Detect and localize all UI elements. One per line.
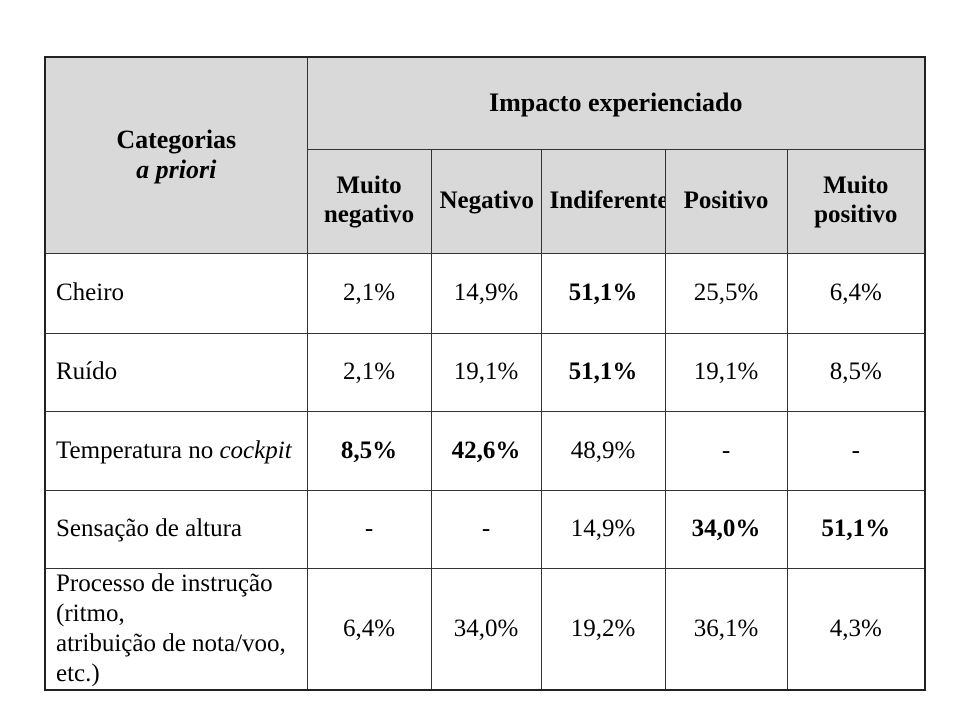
table-cell: 36,1% bbox=[664, 567, 788, 690]
results-table-container: Categorias a priori Impacto experienciad… bbox=[44, 56, 927, 691]
row-category: Sensação de altura bbox=[44, 489, 308, 569]
table-cell: 34,0% bbox=[664, 489, 788, 569]
row-category: Cheiro bbox=[44, 252, 308, 334]
column-header-indiferente: Indiferente bbox=[540, 148, 666, 254]
column-header-line1: Muito bbox=[336, 172, 402, 200]
table-cell: 6,4% bbox=[306, 567, 432, 690]
table-row: Sensação de altura - - 14,9% 34,0% 51,1% bbox=[44, 489, 926, 569]
row-category-text: Cheiro bbox=[56, 279, 125, 306]
table-row: Processo de instrução (ritmo, atribuição … bbox=[44, 567, 926, 690]
table-cell: 19,1% bbox=[664, 332, 788, 412]
column-header-negativo: Negativo bbox=[430, 148, 542, 254]
table-cell: 51,1% bbox=[786, 489, 926, 569]
categories-header: Categorias a priori bbox=[44, 56, 308, 254]
table-cell: 2,1% bbox=[306, 332, 432, 412]
table-cell: 48,9% bbox=[540, 410, 666, 491]
impact-group-header: Impacto experienciado bbox=[306, 56, 926, 150]
header-row-columns: Muito negativo Negativo Indiferente Posi… bbox=[45, 148, 926, 254]
row-category-text: Temperatura no bbox=[56, 436, 220, 464]
column-header-muito-positivo: Muito positivo bbox=[786, 148, 926, 254]
table-row: Temperatura no cockpit 8,5% 42,6% 48,9% … bbox=[44, 410, 926, 491]
table-cell: 51,1% bbox=[540, 252, 666, 334]
table-cell: 51,1% bbox=[540, 332, 666, 412]
column-header-muito-negativo: Muito negativo bbox=[306, 148, 432, 254]
table-cell: 14,9% bbox=[540, 489, 666, 569]
categories-header-line1: Categorias bbox=[116, 125, 237, 155]
table-cell: 6,4% bbox=[786, 252, 926, 334]
table-row: Ruído 2,1% 19,1% 51,1% 19,1% 8,5% bbox=[44, 332, 926, 412]
table-cell: 14,9% bbox=[430, 252, 542, 334]
header-row-group: Categorias a priori Impacto experienciad… bbox=[44, 56, 926, 254]
table-cell: - bbox=[306, 489, 432, 569]
impact-table: Categorias a priori Impacto experienciad… bbox=[44, 56, 927, 691]
table-cell: - bbox=[786, 410, 926, 491]
table-cell: 25,5% bbox=[664, 252, 788, 334]
table-cell: 8,5% bbox=[306, 410, 432, 491]
row-category: Ruído bbox=[44, 332, 308, 412]
row-category-italic-text: cockpit bbox=[219, 436, 292, 464]
column-header-line1: Indiferente bbox=[549, 186, 665, 214]
table-cell: 34,0% bbox=[430, 567, 542, 690]
column-header-line1: Muito bbox=[823, 172, 889, 200]
table-cell: 2,1% bbox=[306, 252, 432, 334]
categories-header-line2: a priori bbox=[136, 155, 217, 185]
row-category-text: Ruído bbox=[56, 358, 118, 385]
row-category-text: Sensação de altura bbox=[56, 515, 243, 542]
table-cell: - bbox=[430, 489, 542, 569]
table-cell: - bbox=[664, 410, 788, 491]
table-cell: 19,2% bbox=[540, 567, 666, 690]
table-cell: 42,6% bbox=[430, 410, 542, 491]
row-category: Temperatura no cockpit bbox=[44, 410, 308, 491]
table-cell: 19,1% bbox=[430, 332, 542, 412]
column-header-line1: Negativo bbox=[439, 186, 534, 214]
column-header-positivo: Positivo bbox=[664, 148, 788, 254]
column-header-line2: positivo bbox=[814, 201, 898, 228]
column-header-line1: Positivo bbox=[683, 186, 769, 214]
row-category: Processo de instrução (ritmo, atribuição … bbox=[44, 567, 308, 690]
row-category-text-line2: atribuição de nota/voo, etc.) bbox=[56, 629, 286, 687]
table-cell: 4,3% bbox=[786, 567, 926, 690]
table-row: Cheiro 2,1% 14,9% 51,1% 25,5% 6,4% bbox=[44, 252, 926, 334]
column-header-line2: negativo bbox=[323, 201, 415, 228]
table-cell: 8,5% bbox=[786, 332, 926, 412]
row-category-text: Processo de instrução (ritmo, bbox=[56, 569, 273, 627]
